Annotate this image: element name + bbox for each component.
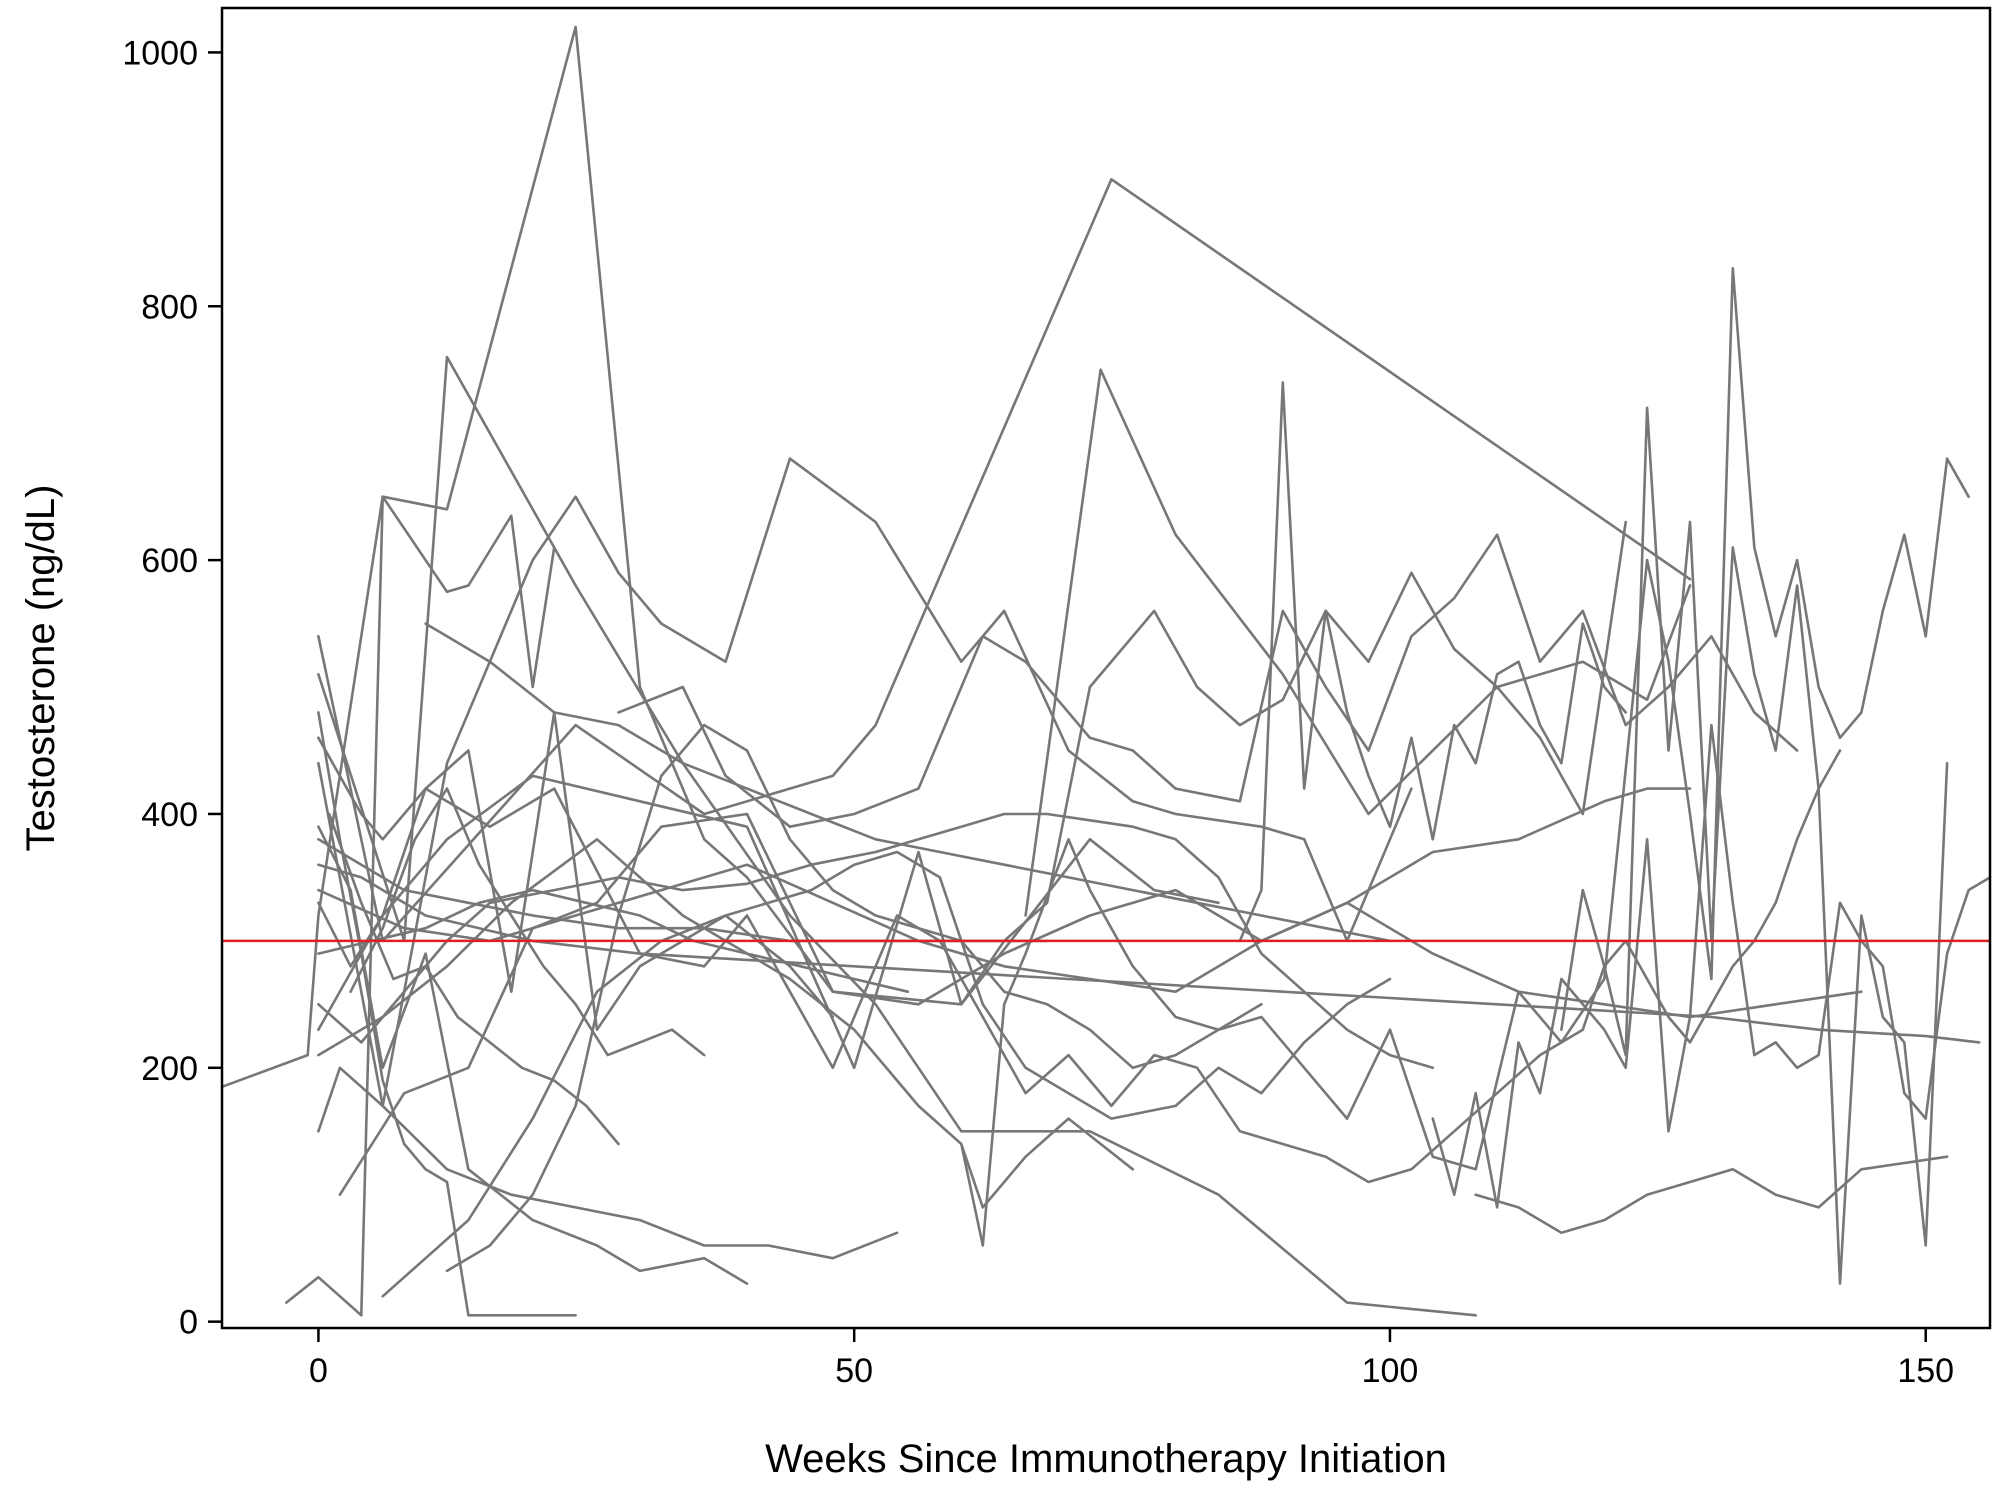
x-tick-label: 100 <box>1362 1352 1419 1390</box>
series-layer <box>220 25 1992 1317</box>
series-line-24 <box>381 914 835 1298</box>
x-tick-label: 0 <box>309 1352 328 1390</box>
series-line-23 <box>424 622 1392 943</box>
y-axis: 0 200 400 600 800 1000 <box>122 34 222 1342</box>
y-tick-label: 600 <box>141 542 198 580</box>
y-tick-label: 200 <box>141 1050 198 1088</box>
series-line-20 <box>1474 1155 1949 1235</box>
x-axis: 0 50 100 150 <box>309 1328 1954 1390</box>
series-line-4 <box>284 495 556 1317</box>
x-tick-label: 150 <box>1897 1352 1954 1390</box>
series-line-19 <box>1431 723 1992 1209</box>
series-line-22 <box>317 863 1863 1019</box>
y-tick-label: 400 <box>141 796 198 834</box>
series-line-9 <box>317 711 1392 1120</box>
y-axis-label: Testosterone (ng/dL) <box>19 485 63 852</box>
y-tick-label: 1000 <box>122 34 198 72</box>
series-line-14 <box>338 787 1692 1196</box>
series-line-11 <box>317 812 1435 1070</box>
series-line-7 <box>1024 368 1692 917</box>
series-line-2 <box>317 178 1692 943</box>
x-axis-label: Weeks Since Immunotherapy Initiation <box>765 1437 1447 1481</box>
series-line-15 <box>317 749 1842 1184</box>
plot-frame <box>220 6 1992 1330</box>
series-line-21 <box>617 533 1799 829</box>
series-line-25 <box>445 723 1263 1273</box>
series-line-26 <box>317 711 577 1317</box>
series-line-30 <box>1238 381 1627 943</box>
series-line-5 <box>317 457 1413 1108</box>
y-tick-label: 0 <box>179 1304 198 1342</box>
y-tick-label: 800 <box>141 288 198 326</box>
series-line-6 <box>317 520 1627 1070</box>
series-line-29 <box>317 888 910 994</box>
series-line-3 <box>317 355 1477 1317</box>
series-line-16 <box>317 863 1981 1044</box>
series-line-17 <box>959 266 1970 1247</box>
x-tick-label: 50 <box>835 1352 873 1390</box>
series-line-10 <box>317 1066 899 1260</box>
